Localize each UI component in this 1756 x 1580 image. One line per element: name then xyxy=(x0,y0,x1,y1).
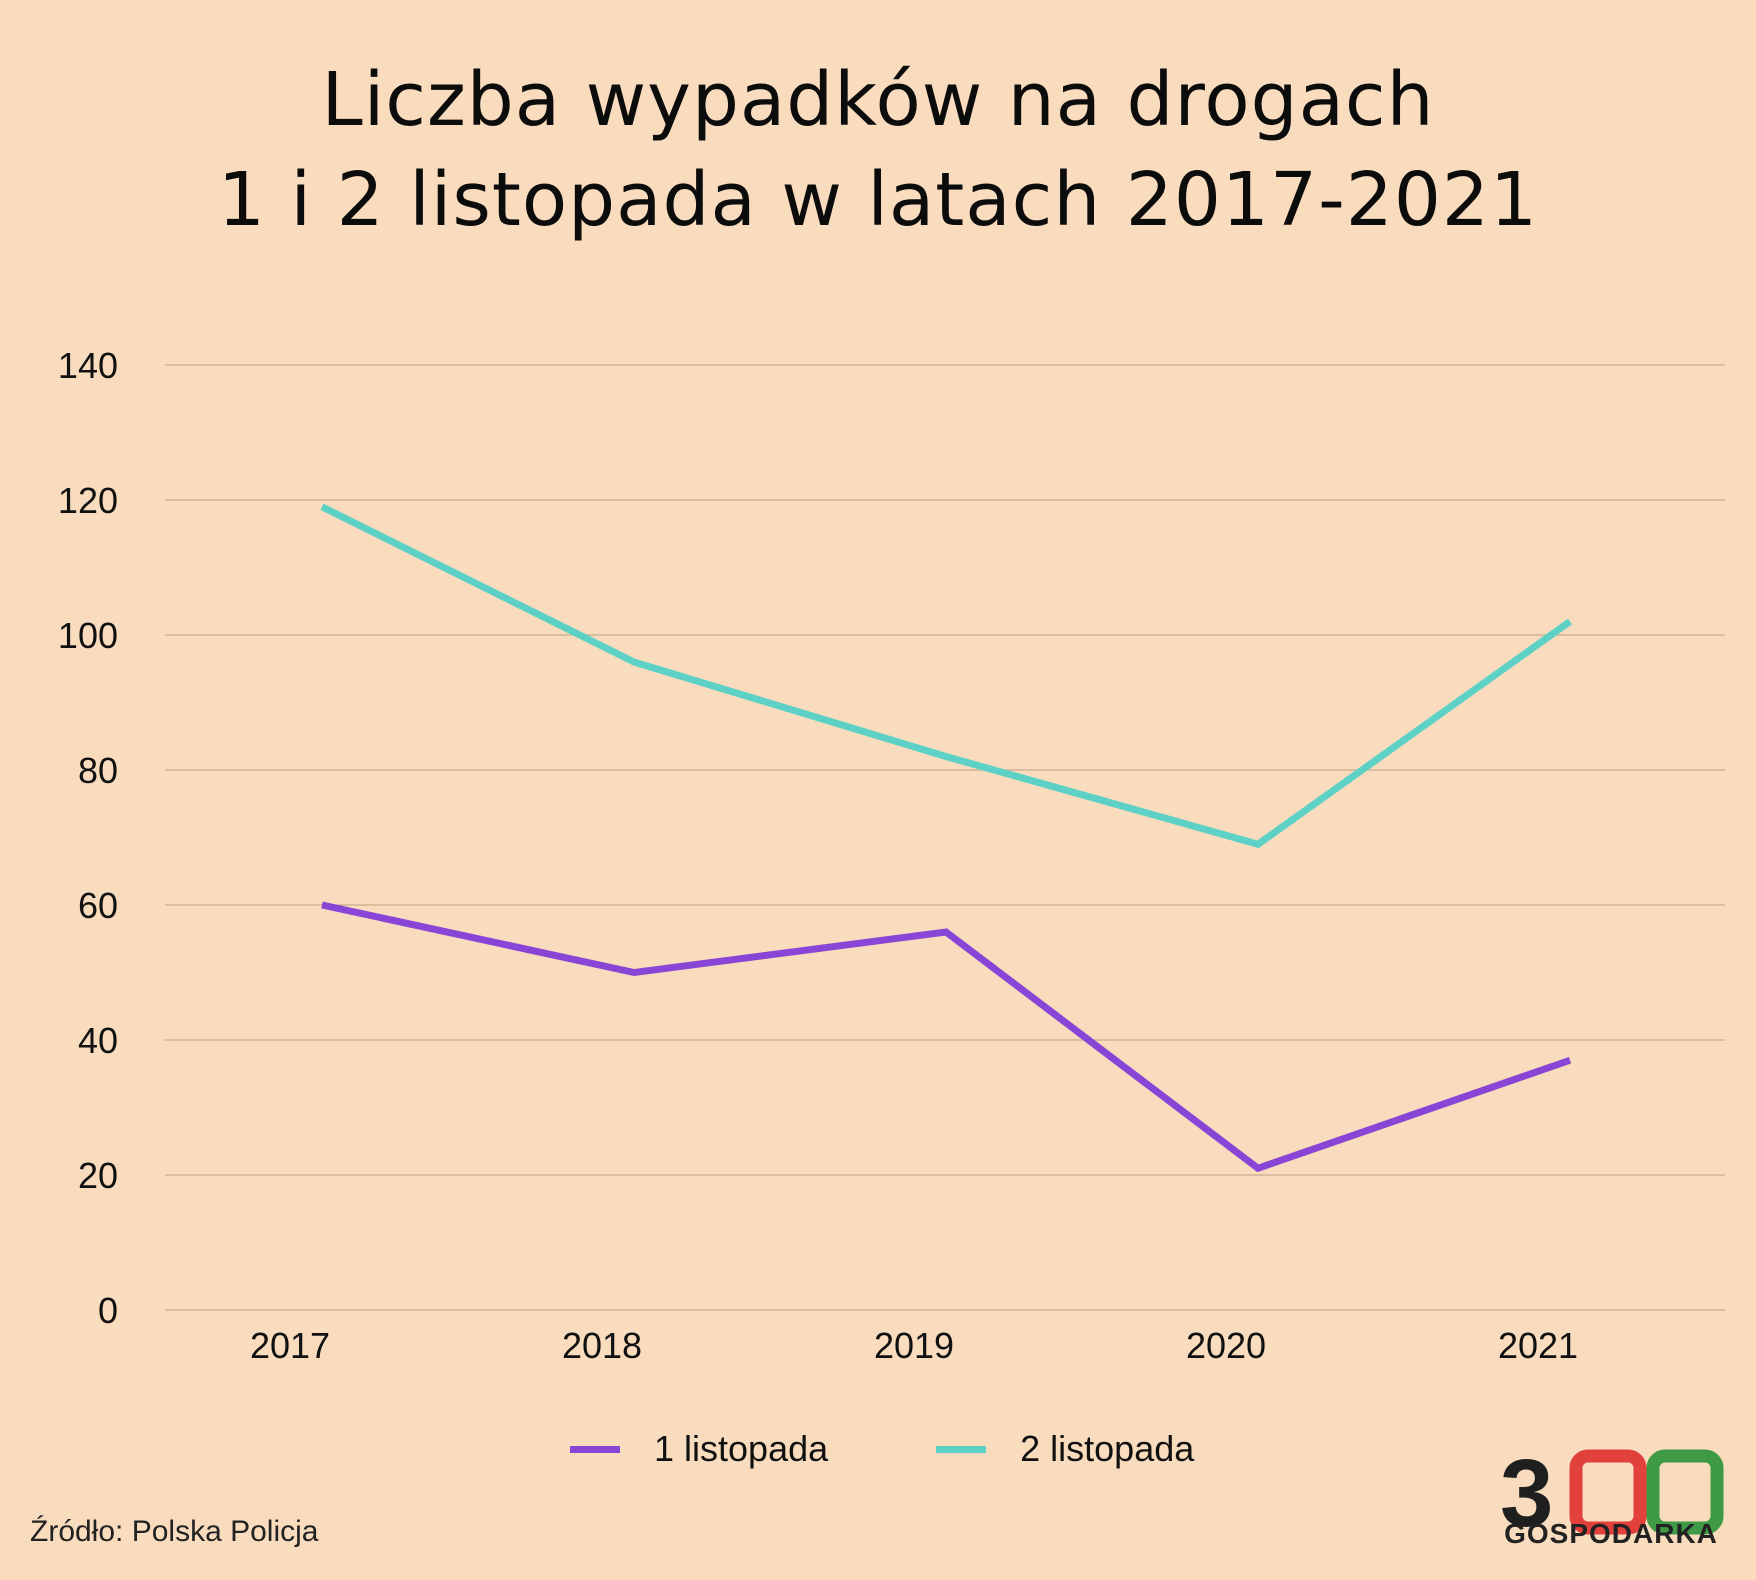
series-line-1-listopada xyxy=(321,901,1572,1173)
y-tick-label-120: 120 xyxy=(58,480,118,521)
legend-item-2-listopada: 2 listopada xyxy=(936,1428,1194,1470)
legend-swatch-2-listopada xyxy=(936,1445,987,1453)
legend-swatch-1-listopada xyxy=(570,1445,620,1453)
line-chart: 0 20 40 60 80 100 120 140 2017 2018 2019 2020 2021 xyxy=(58,345,1725,1366)
source-note: Źródło: Polska Policja xyxy=(30,1515,319,1548)
logo-digit-3: 3 xyxy=(1500,1440,1553,1547)
y-tick-label-20: 20 xyxy=(78,1155,118,1196)
legend-label-2-listopada: 2 listopada xyxy=(1020,1428,1195,1469)
gospodarka-logo: 3 xyxy=(1500,1440,1724,1547)
logo-digit-0-green xyxy=(1646,1449,1724,1535)
legend-item-1-listopada: 1 listopada xyxy=(570,1428,828,1470)
x-tick-label-2018: 2018 xyxy=(562,1325,642,1366)
chart-title-line1: Liczba wypadków na drogach xyxy=(321,57,1435,143)
y-tick-label-60: 60 xyxy=(78,885,118,926)
series-line-2-listopada xyxy=(320,503,1573,849)
x-tick-label-2017: 2017 xyxy=(250,1325,330,1366)
y-tick-label-40: 40 xyxy=(78,1020,118,1061)
logo-digit-0-red xyxy=(1569,1449,1647,1535)
y-tick-label-100: 100 xyxy=(58,615,118,656)
y-tick-label-0: 0 xyxy=(98,1290,118,1331)
x-tick-label-2019: 2019 xyxy=(874,1325,954,1366)
x-tick-label-2020: 2020 xyxy=(1186,1325,1266,1366)
legend-label-1-listopada: 1 listopada xyxy=(654,1428,829,1469)
y-tick-label-80: 80 xyxy=(78,750,118,791)
y-tick-label-140: 140 xyxy=(58,345,118,386)
chart-legend: 1 listopada 2 listopada xyxy=(570,1428,1302,1470)
chart-title-line2: 1 i 2 listopada w latach 2017-2021 xyxy=(217,157,1539,243)
chart-title: Liczba wypadków na drogach 1 i 2 listopa… xyxy=(0,50,1756,250)
x-tick-label-2021: 2021 xyxy=(1498,1325,1578,1366)
logo-text: GOSPODARKA xyxy=(1504,1518,1718,1549)
